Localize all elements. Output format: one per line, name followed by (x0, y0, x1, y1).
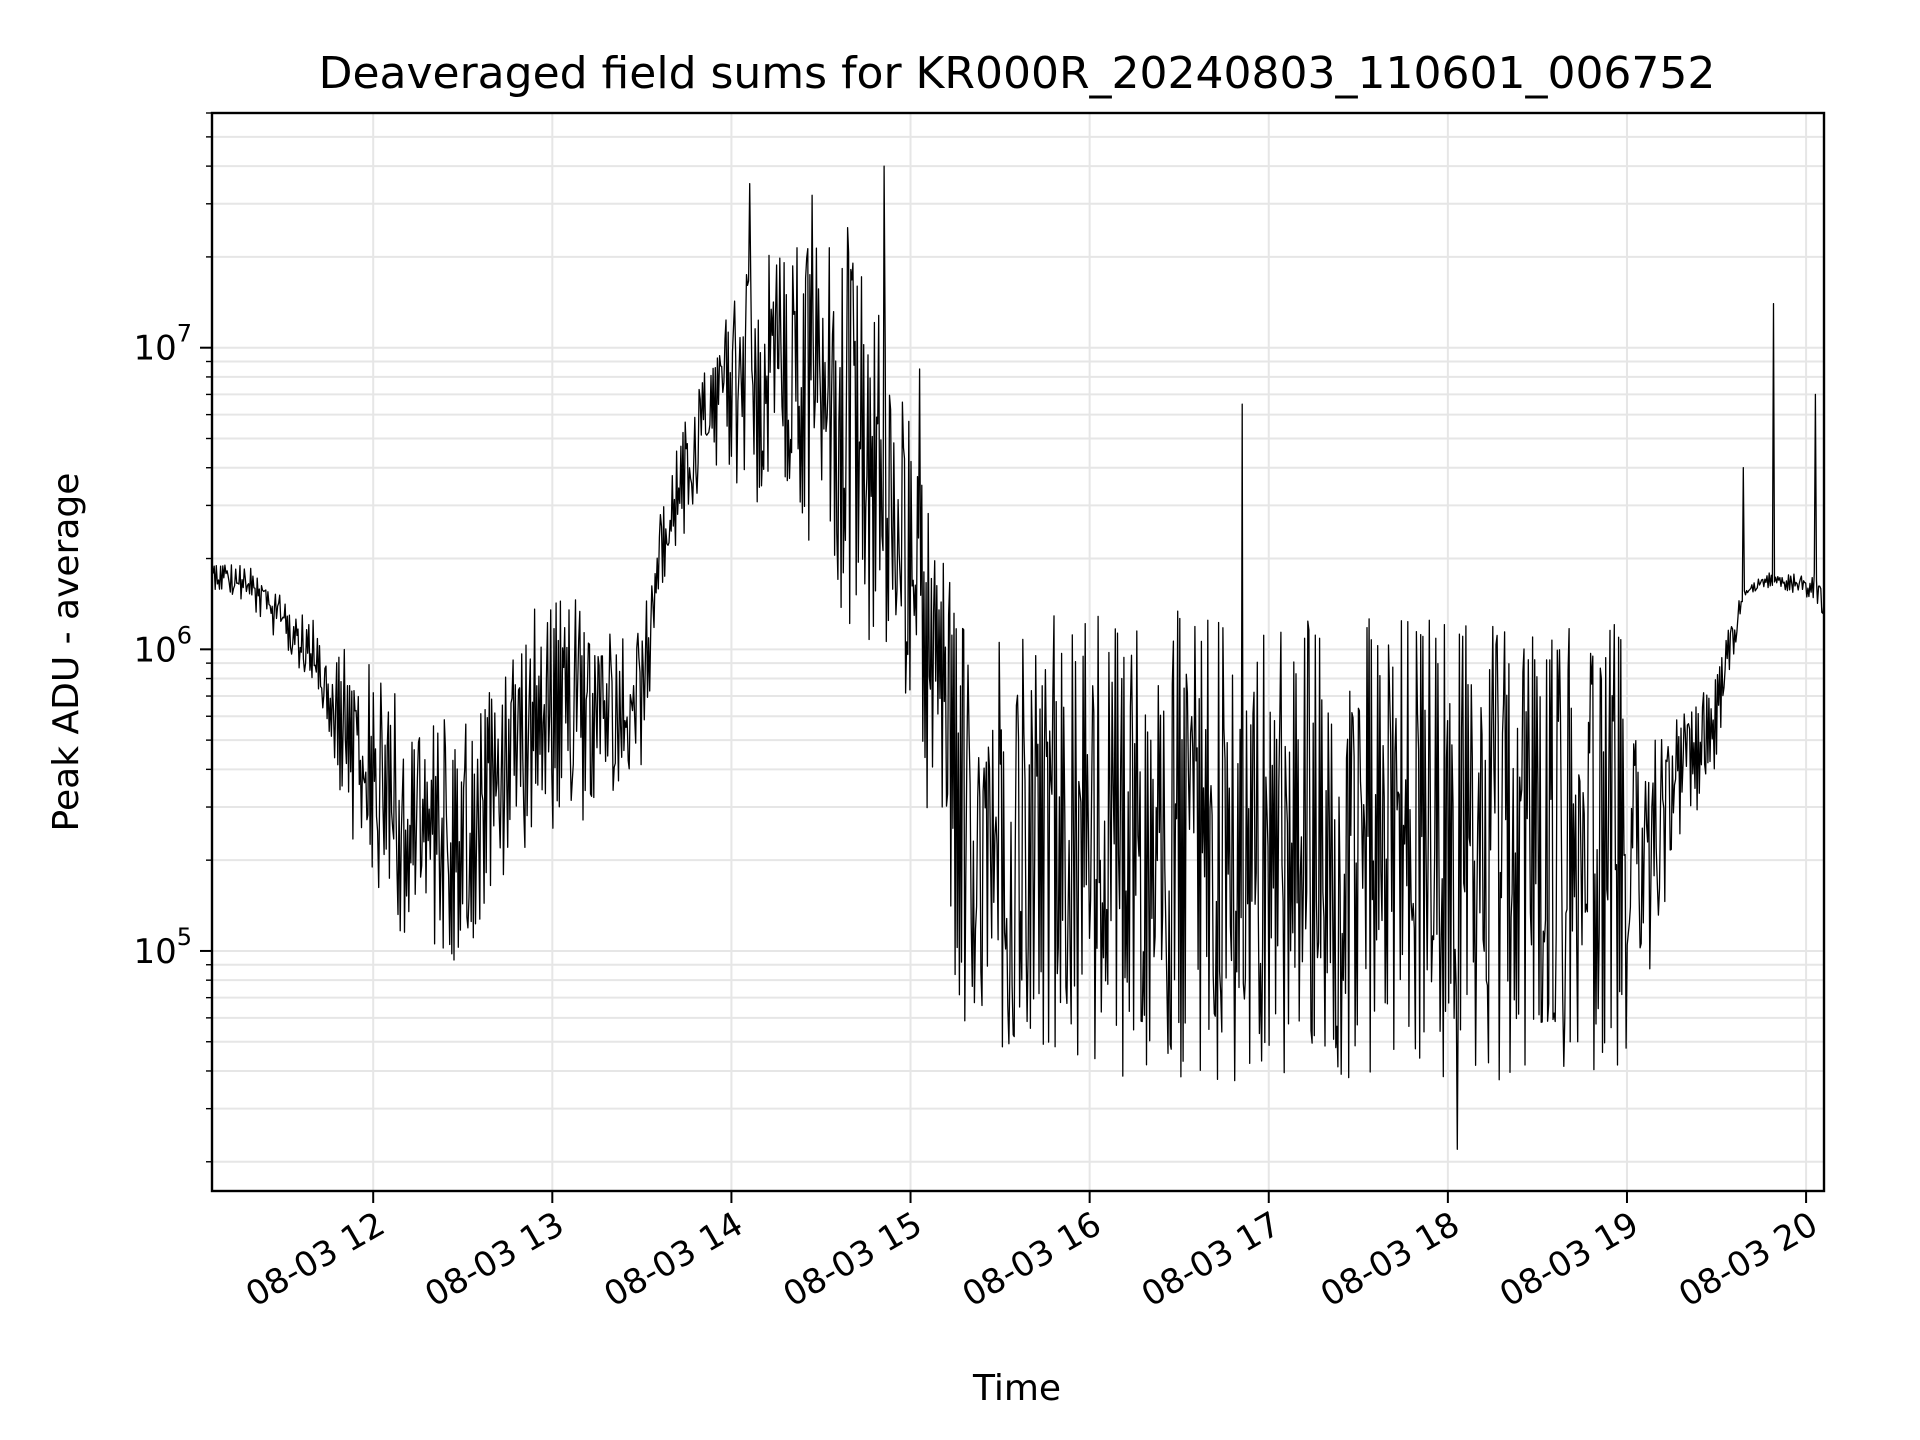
series-line (211, 165, 1825, 1150)
y-tick-base: 10 (133, 329, 176, 369)
plot-frame (210, 111, 1826, 1193)
y-tick-base: 10 (133, 932, 176, 972)
plot-background (212, 113, 1824, 1191)
y-tick-exponent: 7 (177, 320, 192, 348)
plot-area (210, 111, 1826, 1193)
x-axis-label: Time (972, 1368, 1061, 1409)
y-tick-base: 10 (133, 630, 176, 670)
y-tick-label: 105 (133, 923, 192, 972)
y-tick-label: 106 (133, 621, 192, 670)
y-tick-label: 107 (133, 320, 192, 369)
y-tick-exponent: 6 (177, 621, 192, 649)
series (211, 165, 1825, 1150)
y-tick-exponent: 5 (177, 923, 192, 951)
y-axis-label: Peak ADU - average (46, 473, 87, 832)
chart-title: Deaveraged field sums for KR000R_2024080… (319, 48, 1716, 99)
